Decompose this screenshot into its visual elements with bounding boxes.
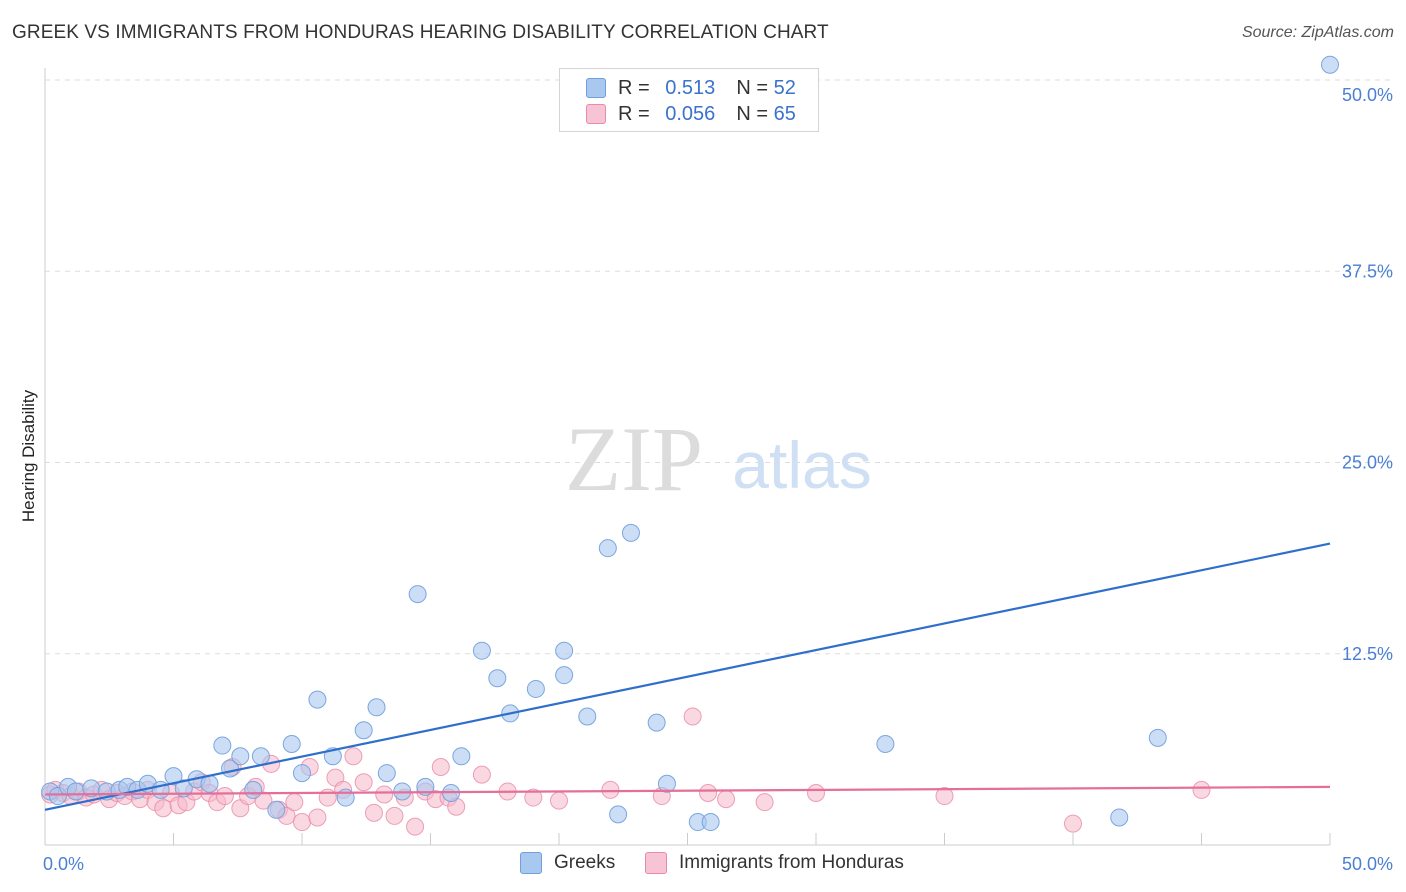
honduras-point-51 <box>472 765 491 784</box>
greeks-point-38 <box>555 666 574 685</box>
watermark-zip: ZIP <box>565 408 703 510</box>
honduras-point-54 <box>550 791 568 810</box>
greeks-point-40 <box>578 707 597 726</box>
y-tick-label-2: 37.5% <box>1342 261 1393 281</box>
greeks-point-30 <box>408 585 427 604</box>
honduras-swatch <box>586 104 606 124</box>
y-axis-label: Hearing Disability <box>19 389 38 522</box>
legend-honduras-swatch <box>645 852 667 874</box>
greeks-swatch <box>586 78 606 98</box>
honduras-point-33 <box>293 813 311 832</box>
honduras-point-63 <box>1064 814 1082 833</box>
honduras-point-48 <box>431 757 450 776</box>
greeks-point-27 <box>367 698 386 717</box>
honduras-r-value: 0.056 <box>665 102 716 125</box>
greeks-point-15 <box>213 736 232 755</box>
honduras-point-35 <box>308 808 327 827</box>
greeks-point-18 <box>244 780 263 799</box>
x-tick-label-0: 0.0% <box>43 854 84 874</box>
honduras-point-36 <box>318 788 337 807</box>
x-tick-label-1: 50.0% <box>1342 854 1393 874</box>
series-legend: Greeks Immigrants from Honduras <box>0 852 1406 878</box>
greeks-point-33 <box>452 747 471 766</box>
honduras-point-64 <box>1192 780 1211 799</box>
legend-greeks-label: Greeks <box>554 852 616 873</box>
honduras-point-62 <box>935 787 954 806</box>
greeks-n-label: N = <box>736 76 769 99</box>
honduras-point-59 <box>717 790 736 809</box>
greeks-point-45 <box>657 774 676 793</box>
greeks-point-26 <box>354 721 373 740</box>
honduras-point-61 <box>807 783 825 802</box>
honduras-point-45 <box>406 817 425 836</box>
honduras-n-value: 65 <box>773 102 796 125</box>
honduras-point-53 <box>524 788 543 807</box>
greeks-point-44 <box>647 713 666 732</box>
greeks-point-20 <box>267 800 286 819</box>
greeks-point-11 <box>164 767 183 786</box>
y-tick-label-3: 50.0% <box>1342 85 1393 105</box>
chart-title: GREEK VS IMMIGRANTS FROM HONDURAS HEARIN… <box>12 22 829 43</box>
watermark: ZIP atlas <box>565 408 872 510</box>
legend-row-honduras: R = 0.056 N = 65 <box>586 101 796 127</box>
honduras-trend-line <box>44 785 1331 796</box>
greeks-point-34 <box>472 641 491 660</box>
watermark-atlas: atlas <box>732 428 871 502</box>
honduras-n-label: N = <box>736 102 769 125</box>
honduras-r-label: R = <box>618 102 650 125</box>
greeks-point-50 <box>1148 728 1167 747</box>
greeks-point-22 <box>293 764 311 783</box>
legend-honduras-label: Immigrants from Honduras <box>679 852 904 873</box>
greeks-point-48 <box>876 735 895 754</box>
legend-item-greeks[interactable]: Greeks <box>520 852 615 874</box>
greeks-r-value: 0.513 <box>665 76 716 99</box>
greeks-n-value: 52 <box>773 76 796 99</box>
source-credit: Source: ZipAtlas.com <box>1241 24 1394 41</box>
honduras-point-15 <box>154 799 173 818</box>
grid-lines <box>45 79 1390 655</box>
axes <box>44 68 1331 846</box>
greeks-r-label: R = <box>618 76 650 99</box>
correlation-legend: R = 0.513 N = 52 R = 0.056 N = 65 <box>559 68 819 132</box>
greeks-point-51 <box>1321 55 1339 74</box>
honduras-point-42 <box>375 785 394 804</box>
honduras-point-39 <box>344 747 363 766</box>
honduras-point-32 <box>285 793 304 812</box>
y-tick-label-1: 25.0% <box>1342 453 1393 473</box>
greeks-point-21 <box>282 735 301 754</box>
tick-labels: 12.5% 25.0% 37.5% 50.0% 0.0% 50.0% <box>43 85 1393 874</box>
greeks-point-43 <box>621 523 640 542</box>
trend-lines <box>44 542 1331 811</box>
greeks-point-37 <box>526 679 545 698</box>
greeks-trend-line <box>44 542 1331 811</box>
greeks-point-39 <box>555 641 574 660</box>
greeks-point-49 <box>1110 808 1129 827</box>
legend-item-honduras[interactable]: Immigrants from Honduras <box>645 852 904 874</box>
honduras-point-40 <box>354 773 373 792</box>
honduras-point-23 <box>215 787 234 806</box>
legend-greeks-swatch <box>520 852 542 874</box>
greeks-point-19 <box>251 747 270 766</box>
honduras-point-55 <box>601 780 620 799</box>
greeks-point-35 <box>488 669 507 688</box>
greeks-point-31 <box>416 777 435 796</box>
greeks-point-23 <box>308 690 327 709</box>
greeks-point-17 <box>231 747 250 766</box>
greeks-point-47 <box>701 813 720 832</box>
legend-row-greeks: R = 0.513 N = 52 <box>586 75 796 101</box>
honduras-point-58 <box>699 783 718 802</box>
greeks-point-41 <box>598 539 617 558</box>
greeks-point-28 <box>377 764 396 783</box>
honduras-point-60 <box>755 793 774 812</box>
greeks-point-42 <box>609 805 628 824</box>
honduras-point-41 <box>364 803 383 822</box>
honduras-point-43 <box>385 806 404 825</box>
honduras-point-57 <box>683 707 702 726</box>
y-tick-label-0: 12.5% <box>1342 644 1393 664</box>
greeks-point-3 <box>66 782 85 801</box>
